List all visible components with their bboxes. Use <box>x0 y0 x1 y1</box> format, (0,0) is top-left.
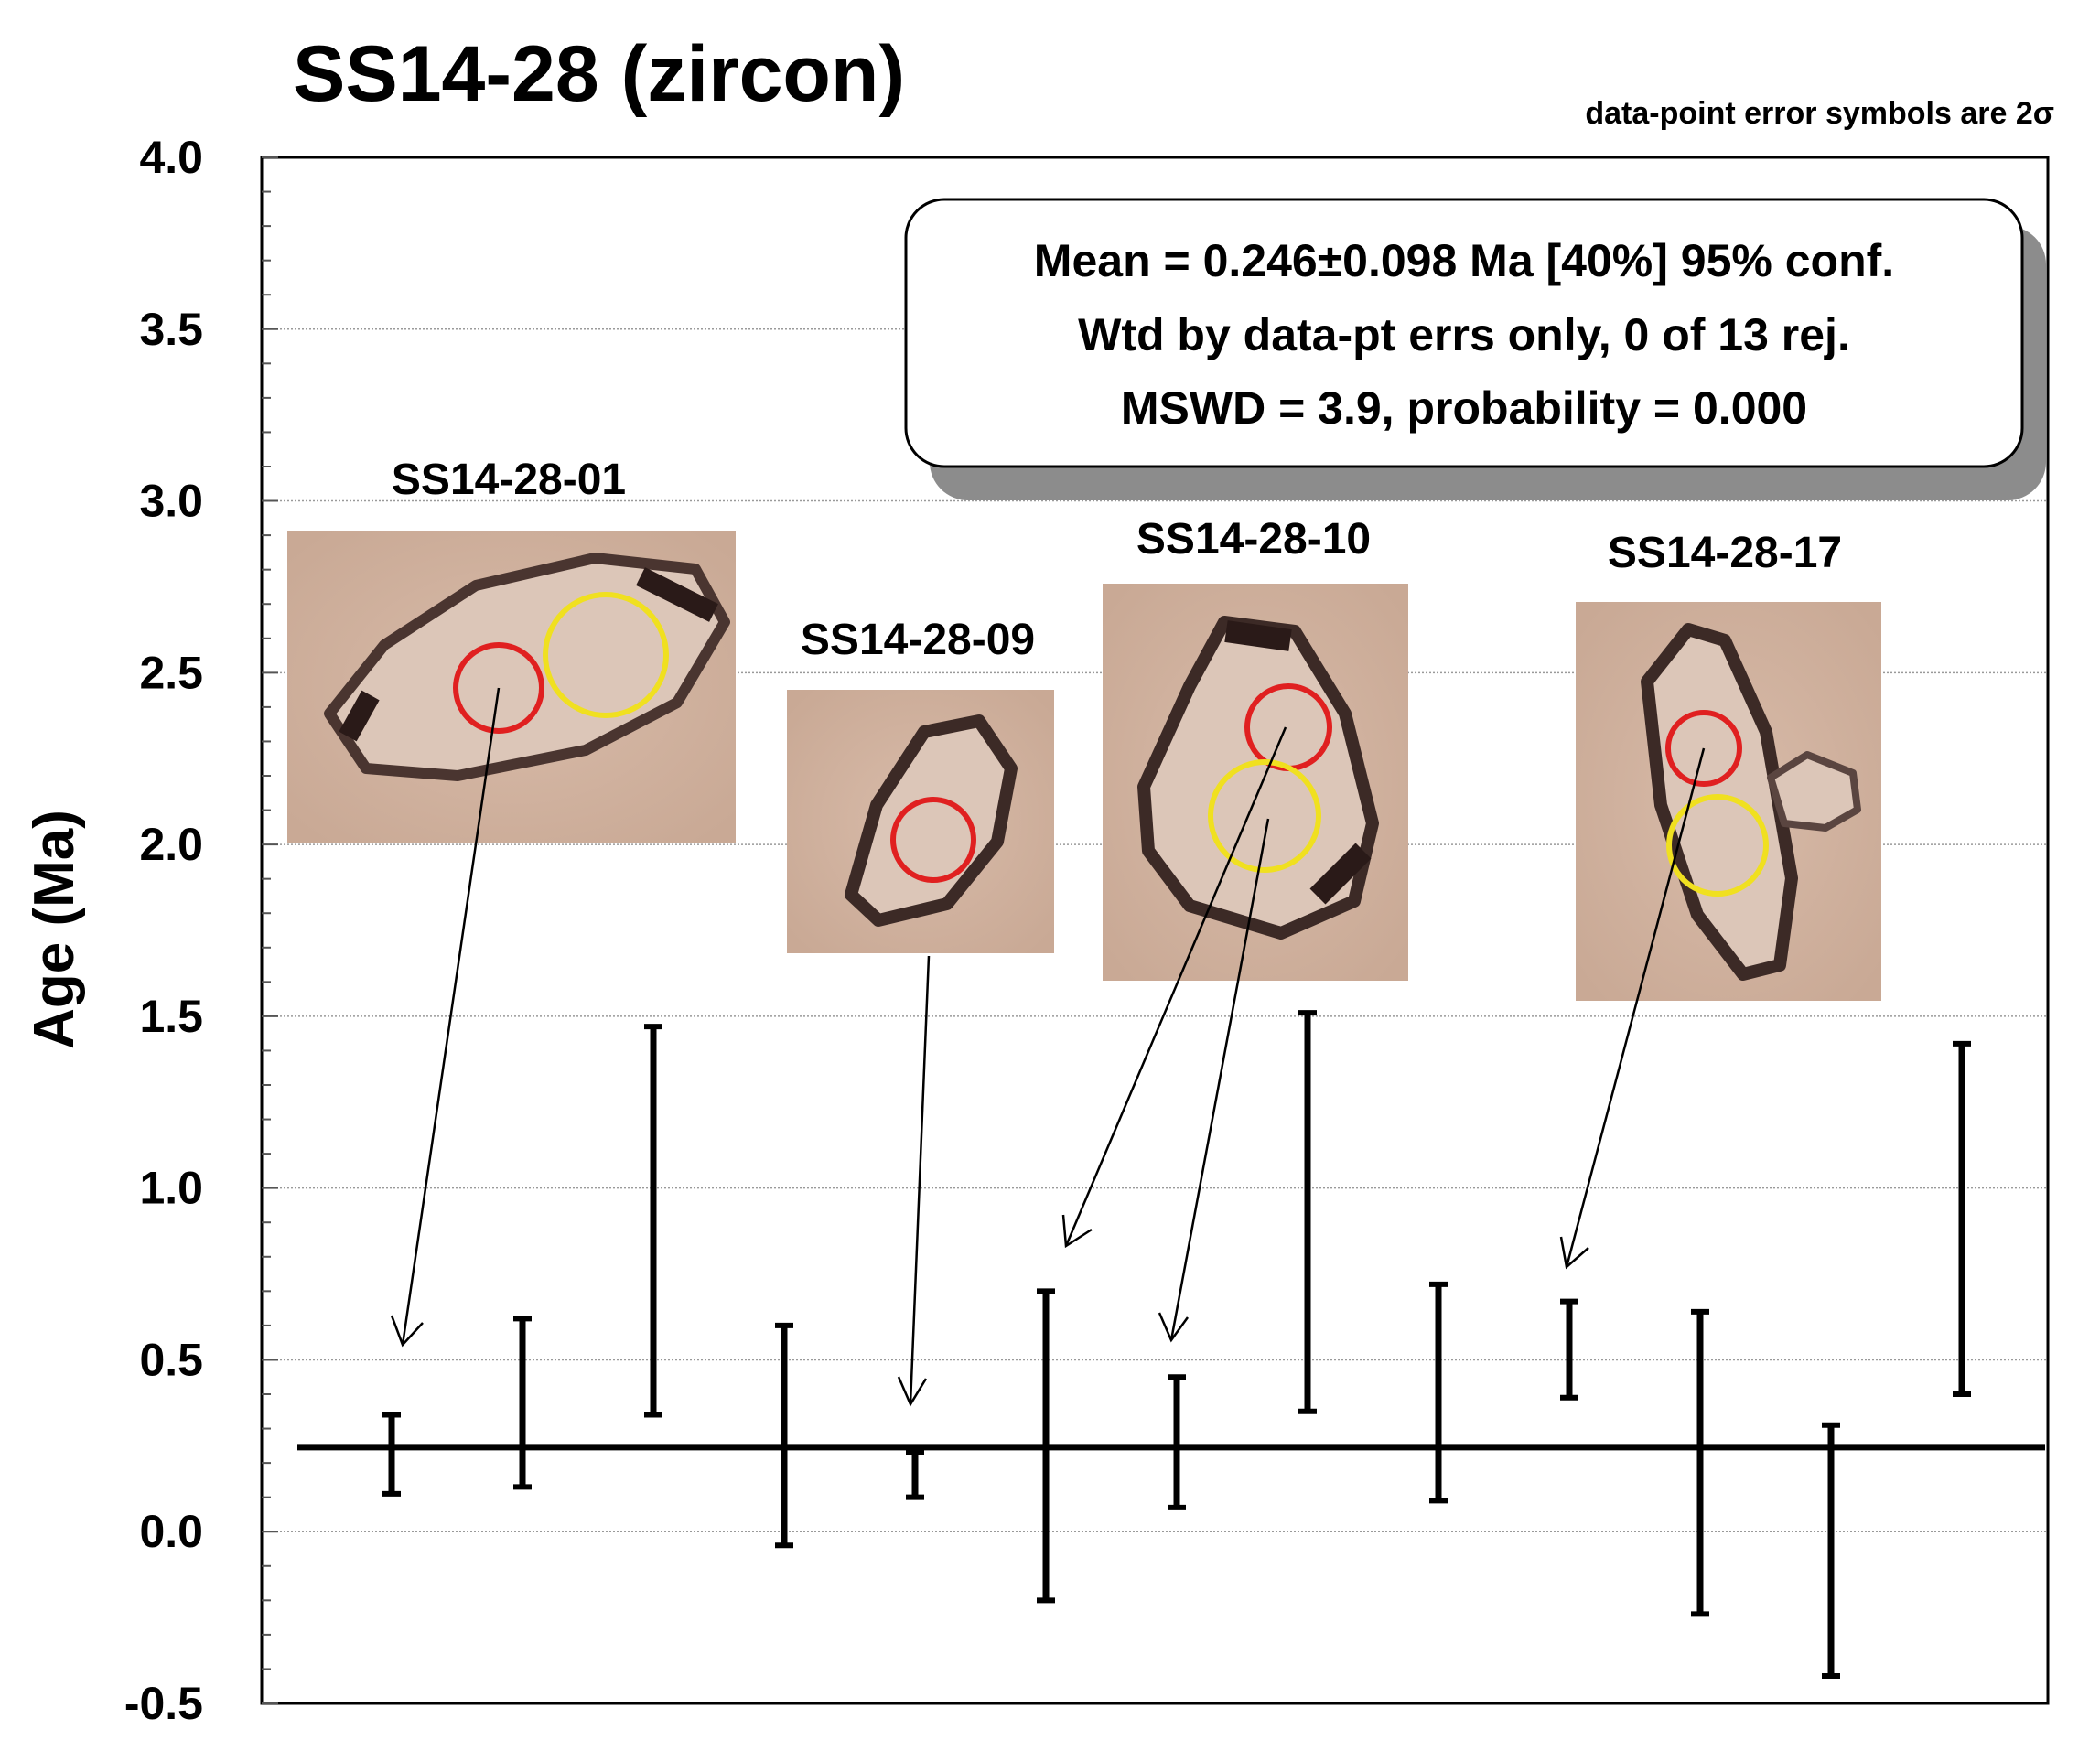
y-tick-label: 0.5 <box>139 1334 203 1385</box>
arrow-10-yellow <box>1169 818 1270 1341</box>
stats-weighting: Wtd by data-pt errs only, 0 of 13 rej. <box>1078 309 1850 360</box>
analysis-spot-red <box>1665 710 1742 787</box>
grain-photo-09 <box>787 690 1054 953</box>
error-bar <box>1560 1298 1578 1401</box>
y-tick-labels: 4.0 3.5 3.0 2.5 2.0 1.5 1.0 0.5 0.0 -0.5 <box>124 132 203 1729</box>
zircon-grain <box>1641 623 1798 981</box>
pointer-arrows <box>390 687 1706 1407</box>
y-tick-label: 2.0 <box>139 819 203 870</box>
minor-ticks <box>262 156 278 1704</box>
arrow-01 <box>401 687 501 1346</box>
grain-shadow <box>339 567 718 742</box>
grain-label-17: SS14-28-17 <box>1608 529 1842 577</box>
grain-shadow <box>1224 620 1372 905</box>
y-tick-label: -0.5 <box>124 1678 203 1729</box>
error-bar <box>775 1322 793 1549</box>
zircon-grain-secondary <box>1767 751 1861 832</box>
error-bar <box>1953 1040 1971 1397</box>
error-bar <box>1822 1422 1840 1679</box>
error-bar <box>906 1449 924 1500</box>
analysis-spot-red <box>890 797 976 883</box>
grain-photo-10 <box>1103 584 1408 981</box>
error-symbol-note: data-point error symbols are 2σ <box>1585 96 2054 131</box>
stats-box: Mean = 0.246±0.098 Ma [40%] 95% conf. Wt… <box>904 198 2046 500</box>
arrowhead-17 <box>1559 1236 1589 1270</box>
grain-label-09: SS14-28-09 <box>801 616 1035 664</box>
zircon-grain <box>845 714 1018 927</box>
y-tick-label: 0.0 <box>139 1506 203 1557</box>
stats-mean: Mean = 0.246±0.098 Ma [40%] 95% conf. <box>1034 235 1894 286</box>
error-bar <box>1298 1010 1317 1414</box>
error-bar <box>513 1316 532 1490</box>
grain-label-01: SS14-28-01 <box>392 456 626 504</box>
error-bar <box>1168 1374 1186 1510</box>
y-tick-label: 3.0 <box>139 476 203 527</box>
stats-box-panel <box>904 198 2024 468</box>
analysis-spot-red <box>453 642 544 734</box>
analysis-spot-yellow <box>1208 759 1321 873</box>
zircon-grain <box>324 553 730 781</box>
analysis-spot-yellow <box>543 592 669 718</box>
arrow-10-red <box>1064 726 1287 1247</box>
grain-photo-01 <box>287 531 736 843</box>
arrow-09 <box>909 955 931 1405</box>
arrowhead-10-yellow <box>1158 1312 1190 1343</box>
error-bar <box>382 1412 401 1497</box>
arrowhead-10-red <box>1061 1214 1093 1249</box>
stats-mswd: MSWD = 3.9, probability = 0.000 <box>1121 382 1807 434</box>
grain-label-10: SS14-28-10 <box>1136 515 1371 564</box>
error-bar <box>1691 1308 1709 1617</box>
arrow-17 <box>1565 747 1706 1268</box>
y-tick-label: 3.5 <box>139 304 203 355</box>
arrowhead-09 <box>897 1376 928 1407</box>
plot-frame <box>260 156 2050 1705</box>
arrowhead-01 <box>390 1315 424 1348</box>
y-tick-label: 1.5 <box>139 991 203 1042</box>
y-axis-label: Age (Ma) <box>23 810 86 1049</box>
y-tick-label: 1.0 <box>139 1163 203 1214</box>
grain-photo-17 <box>1576 602 1881 1001</box>
error-bar <box>644 1024 662 1418</box>
y-tick-label: 2.5 <box>139 647 203 698</box>
error-bar <box>1429 1281 1448 1504</box>
chart-title: SS14-28 (zircon) <box>293 30 905 118</box>
y-tick-label: 4.0 <box>139 132 203 183</box>
analysis-spot-yellow <box>1666 794 1769 897</box>
error-bars <box>382 1010 1971 1679</box>
